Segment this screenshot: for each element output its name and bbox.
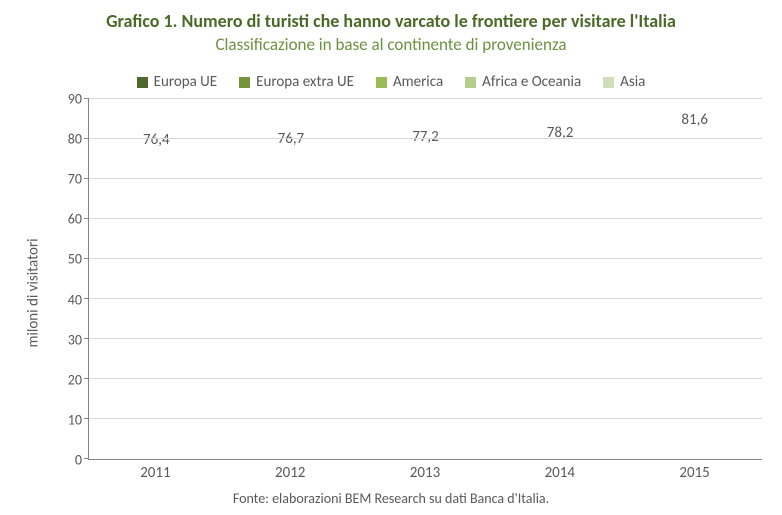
chart-container: Grafico 1. Numero di turisti che hanno v…	[0, 0, 782, 515]
y-tick-label: 70	[42, 171, 82, 188]
legend-label: America	[393, 73, 443, 91]
bar-slot: 76,4	[89, 99, 224, 459]
y-tick-label: 90	[42, 91, 82, 108]
gridline	[89, 378, 762, 379]
plot-area: 0102030405060708090 76,476,777,278,281,6	[48, 99, 762, 460]
y-axis: 0102030405060708090	[48, 99, 88, 460]
gridline	[89, 298, 762, 299]
x-tick-label: 2013	[358, 460, 493, 486]
y-tick-label: 80	[42, 131, 82, 148]
gridline	[89, 218, 762, 219]
y-tick-label: 30	[42, 331, 82, 348]
legend-item: Europa extra UE	[239, 73, 354, 91]
chart-title: Grafico 1. Numero di turisti che hanno v…	[20, 10, 762, 32]
bar-slot: 78,2	[493, 99, 628, 459]
legend-swatch	[137, 77, 148, 88]
gridline	[89, 178, 762, 179]
legend-item: Europa UE	[137, 73, 218, 91]
legend-swatch	[376, 77, 387, 88]
y-tick-label: 20	[42, 371, 82, 388]
bar-slot: 81,6	[627, 99, 762, 459]
x-tick-label: 2012	[223, 460, 358, 486]
legend-label: Africa e Oceania	[482, 73, 581, 91]
bars-layer: 76,476,777,278,281,6	[89, 99, 762, 459]
gridline	[89, 258, 762, 259]
x-tick-label: 2015	[627, 460, 762, 486]
gridline	[89, 418, 762, 419]
legend-label: Europa UE	[154, 73, 218, 91]
bar-slot: 77,2	[358, 99, 493, 459]
legend-item: America	[376, 73, 443, 91]
legend-label: Europa extra UE	[256, 73, 354, 91]
legend-item: Asia	[603, 73, 645, 91]
legend-item: Africa e Oceania	[465, 73, 581, 91]
bar-slot: 76,7	[224, 99, 359, 459]
y-tick-mark	[84, 458, 89, 459]
y-tick-label: 40	[42, 291, 82, 308]
legend-swatch	[603, 77, 614, 88]
gridline	[89, 138, 762, 139]
plot-column: 0102030405060708090 76,476,777,278,281,6…	[48, 99, 762, 486]
y-tick-label: 50	[42, 251, 82, 268]
chart-body: miloni di visitatori 0102030405060708090…	[20, 99, 762, 486]
grid-area: 76,476,777,278,281,6	[88, 99, 762, 460]
gridline	[89, 98, 762, 99]
x-tick-label: 2011	[88, 460, 223, 486]
chart-subtitle: Classificazione in base al continente di…	[20, 34, 762, 55]
chart-legend: Europa UE Europa extra UE America Africa e …	[20, 73, 762, 91]
y-tick-label: 60	[42, 211, 82, 228]
x-axis: 20112012201320142015	[88, 460, 762, 486]
bar-total-label: 76,4	[89, 131, 224, 149]
bar-total-label: 76,7	[224, 130, 359, 148]
legend-swatch	[239, 77, 250, 88]
bar-total-label: 78,2	[493, 124, 628, 142]
y-tick-label: 10	[42, 411, 82, 428]
legend-swatch	[465, 77, 476, 88]
y-axis-label: miloni di visitatori	[25, 238, 43, 347]
x-tick-label: 2014	[492, 460, 627, 486]
legend-label: Asia	[620, 73, 645, 91]
bar-total-label: 81,6	[627, 111, 762, 129]
y-tick-label: 0	[42, 452, 82, 469]
gridline	[89, 338, 762, 339]
chart-source: Fonte: elaborazioni BEM Research su dati…	[20, 490, 762, 507]
